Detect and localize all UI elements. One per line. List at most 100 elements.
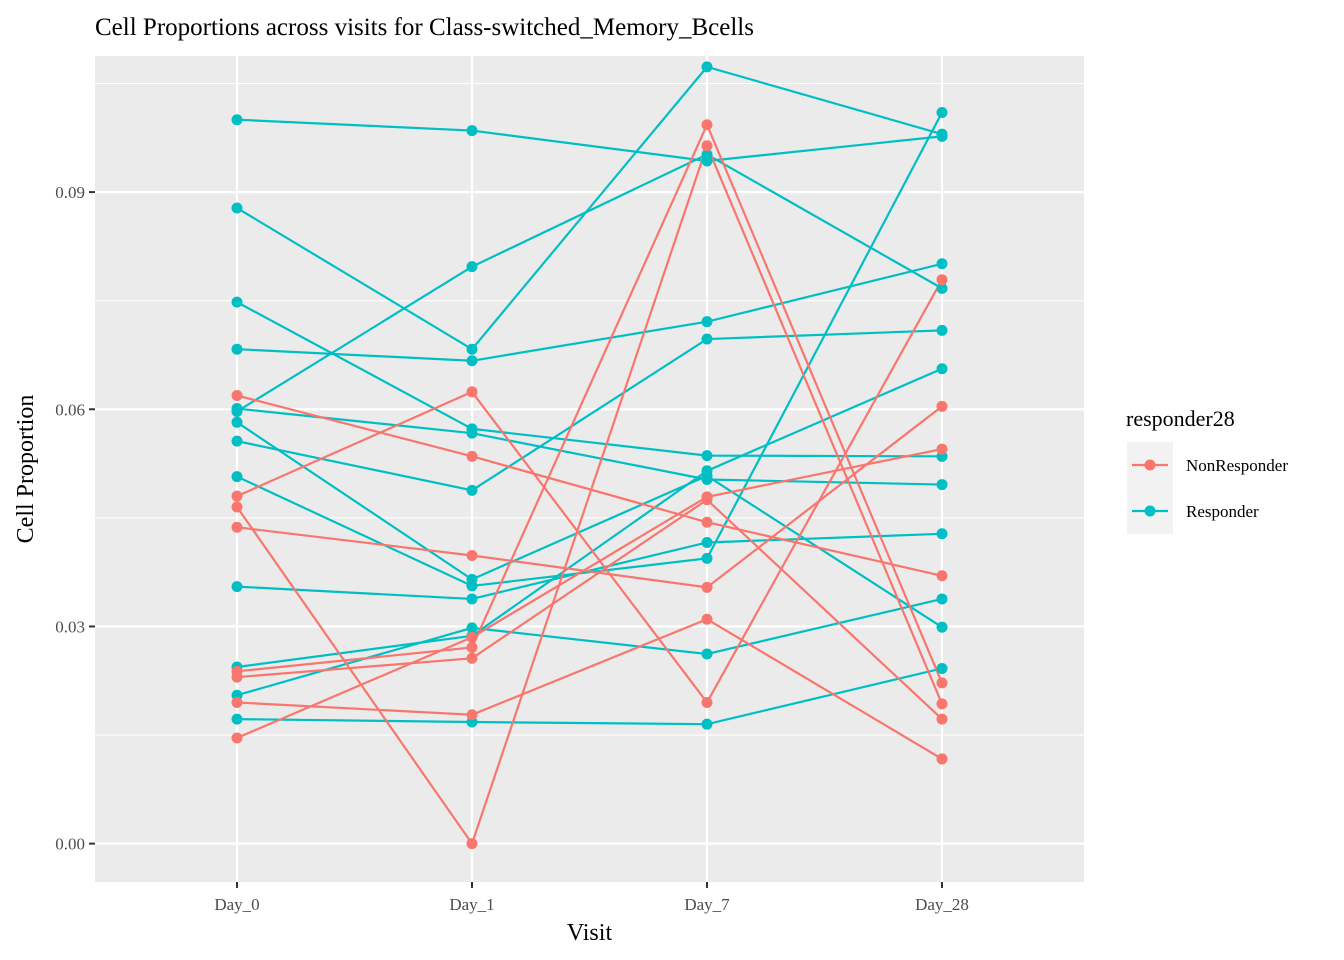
x-tick-label: Day_1 [449,895,494,914]
data-point [466,631,478,643]
data-point [466,386,478,398]
data-point [701,148,713,160]
plot-panel [95,56,1084,882]
data-point [701,581,713,593]
data-point [231,581,243,593]
data-point [936,324,948,336]
y-tick-label: 0.09 [55,183,85,202]
y-axis: 0.00 0.03 0.06 0.09 [55,183,95,854]
series-line [236,448,943,739]
legend-label: NonResponder [1186,456,1288,475]
series-line [236,65,943,351]
data-point [231,405,243,417]
data-point [466,355,478,367]
series-lines [236,65,944,847]
series-line [236,498,943,720]
data-point [466,484,478,496]
series-line [236,367,943,669]
series-line [236,394,943,577]
data-point [936,479,948,491]
data-point [936,258,948,270]
data-point [231,521,243,533]
x-tick-label: Day_0 [214,895,259,914]
data-point [231,202,243,214]
minor-gridlines [95,82,1084,736]
series-line [236,262,943,362]
legend-key-point [1144,459,1156,471]
x-tick-label: Day_7 [684,895,730,914]
series-line [236,421,943,629]
data-point [936,662,948,674]
data-point [466,580,478,592]
data-point [936,677,948,689]
data-point [701,552,713,564]
series-points [231,61,948,850]
data-point [701,333,713,345]
series-line [236,667,943,726]
legend: responder28 NonResponder Responder [1126,406,1288,534]
series-line [236,142,944,847]
series-line [236,617,943,760]
data-point [936,753,948,765]
data-point [231,435,243,447]
data-point [466,838,478,850]
y-tick-label: 0.03 [55,617,85,636]
series-line [236,301,943,458]
x-axis-title: Visit [567,920,613,946]
data-point [936,593,948,605]
data-point [936,698,948,710]
series-line [236,407,943,486]
data-point [231,732,243,744]
legend-label: Responder [1186,502,1259,521]
data-point [701,450,713,462]
series-line [236,597,943,697]
data-point [466,550,478,562]
data-point [936,106,948,118]
data-point [936,443,948,455]
data-point [701,516,713,528]
data-point [466,652,478,664]
data-point [936,282,948,294]
y-tick-label: 0.00 [55,835,85,854]
data-point [231,713,243,725]
data-point [936,528,948,540]
series-line [236,122,944,684]
series-line [236,118,943,163]
data-point [466,261,478,273]
data-point [231,390,243,402]
data-point [466,450,478,462]
data-point [936,621,948,633]
data-point [936,363,948,375]
y-tick-label: 0.06 [55,400,85,419]
data-point [701,316,713,328]
data-point [231,490,243,502]
series-line [236,279,943,705]
series-line [236,405,943,589]
data-point [466,343,478,355]
data-point [701,61,713,73]
x-tick-label: Day_28 [915,895,969,914]
data-point [231,343,243,355]
data-point [231,501,243,513]
data-point [231,696,243,708]
major-gridlines [95,56,1084,882]
data-point [466,622,478,634]
series-line [236,153,943,413]
data-point [466,125,478,137]
data-point [936,713,948,725]
data-point [466,427,478,439]
data-point [231,114,243,126]
data-point [701,613,713,625]
data-point [466,593,478,605]
data-point [466,709,478,721]
data-point [701,140,713,152]
data-point [936,274,948,286]
data-point [466,641,478,653]
data-point [231,296,243,308]
data-point [231,416,243,428]
chart-title: Cell Proportions across visits for Class… [95,14,754,41]
legend-title: responder28 [1126,406,1235,431]
data-point [936,570,948,582]
data-point [701,465,713,477]
